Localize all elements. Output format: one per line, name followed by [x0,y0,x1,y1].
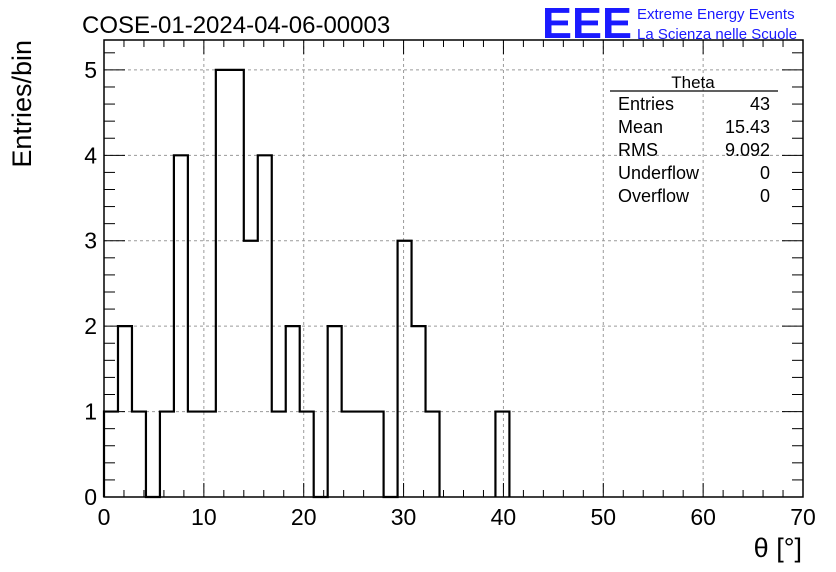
x-tick-label: 0 [98,504,111,530]
logo-line-1: Extreme Energy Events [637,6,795,23]
histogram-bin [244,241,258,497]
histogram-bin [230,70,244,497]
histogram-bin [412,326,426,497]
histogram-bin [495,412,509,497]
y-tick-label: 5 [84,57,97,83]
histogram-bin [370,412,384,497]
x-tick-label: 20 [291,504,317,530]
stats-value-overflow: 0 [760,186,770,206]
histogram-bin [426,412,440,497]
histogram-bin [160,412,174,497]
run-title: COSE-01-2024-04-06-00003 [82,12,390,39]
histogram-bin [300,412,314,497]
stats-label-underflow: Underflow [618,163,700,183]
histogram-bin [104,412,118,497]
y-tick-label: 3 [84,228,97,254]
stats-label-mean: Mean [618,117,663,137]
x-tick-label: 30 [391,504,417,530]
histogram-bin [202,412,216,497]
eee-logo: EEE [542,0,632,48]
x-tick-label: 70 [790,504,816,530]
stats-value-entries: 43 [750,94,770,114]
y-tick-label: 1 [84,399,97,425]
logo-line-2: La Scienza nelle Scuole [637,26,797,43]
histogram-bin [118,326,132,497]
stats-label-entries: Entries [618,94,674,114]
stats-title: Theta [671,73,715,92]
stats-label-overflow: Overflow [618,186,690,206]
histogram-bin [398,241,412,497]
histogram-bin [188,412,202,497]
histogram-bin [272,412,286,497]
x-tick-label: 50 [590,504,616,530]
histogram-bin [286,326,300,497]
y-tick-label: 4 [84,142,97,168]
x-axis-label: θ [°] [754,533,802,563]
histogram-bin [174,155,188,497]
stats-value-mean: 15.43 [725,117,770,137]
y-tick-label: 2 [84,313,97,339]
histogram-bin [216,70,230,497]
histogram-bin [328,326,342,497]
histogram-bin [356,412,370,497]
y-axis-label: Entries/bin [7,40,37,168]
x-tick-label: 60 [690,504,716,530]
histogram-bin [132,412,146,497]
histogram-bin [342,412,356,497]
y-tick-label: 0 [84,484,97,510]
stats-value-underflow: 0 [760,163,770,183]
stats-label-rms: RMS [618,140,658,160]
histogram-bin [258,155,272,497]
stats-value-rms: 9.092 [725,140,770,160]
plot-frame [103,39,804,498]
x-tick-label: 10 [191,504,217,530]
stats-box: Theta Entries 43 Mean 15.43 RMS 9.092 Un… [610,73,778,206]
x-tick-label: 40 [491,504,517,530]
